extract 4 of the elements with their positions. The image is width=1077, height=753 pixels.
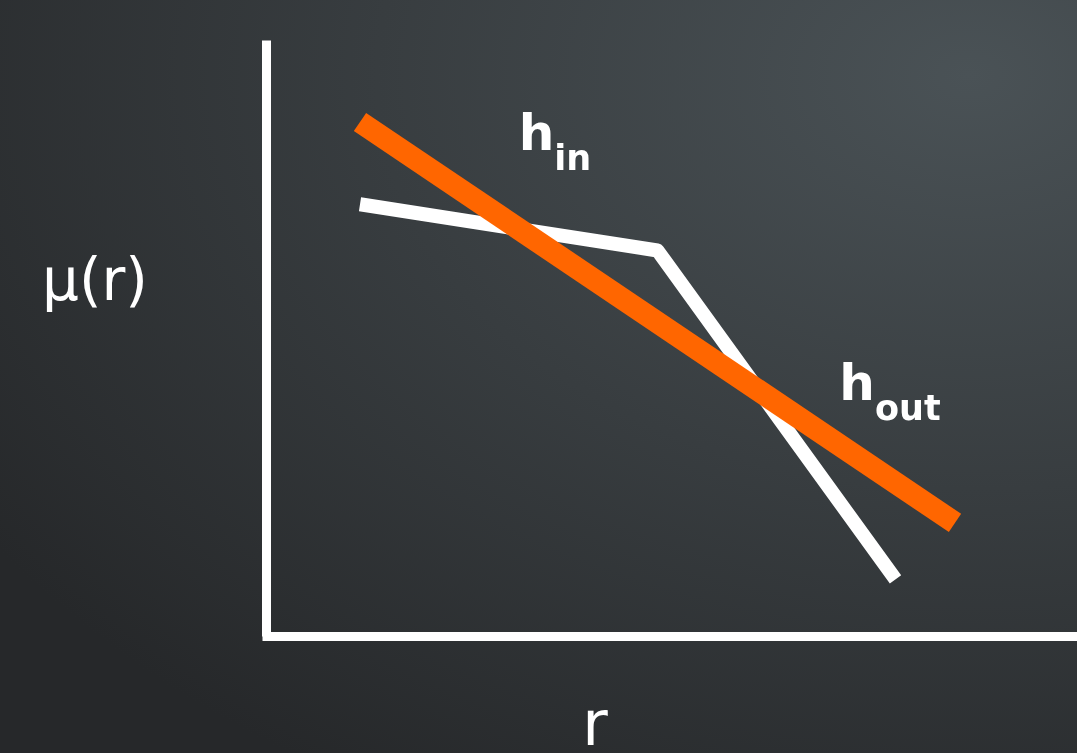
y-axis-title: μ(r) [41, 246, 149, 314]
annotation: h$_{out}$ [839, 354, 941, 428]
x-axis-title: r [582, 687, 609, 753]
annotation: h$_{in}$ [518, 104, 592, 178]
